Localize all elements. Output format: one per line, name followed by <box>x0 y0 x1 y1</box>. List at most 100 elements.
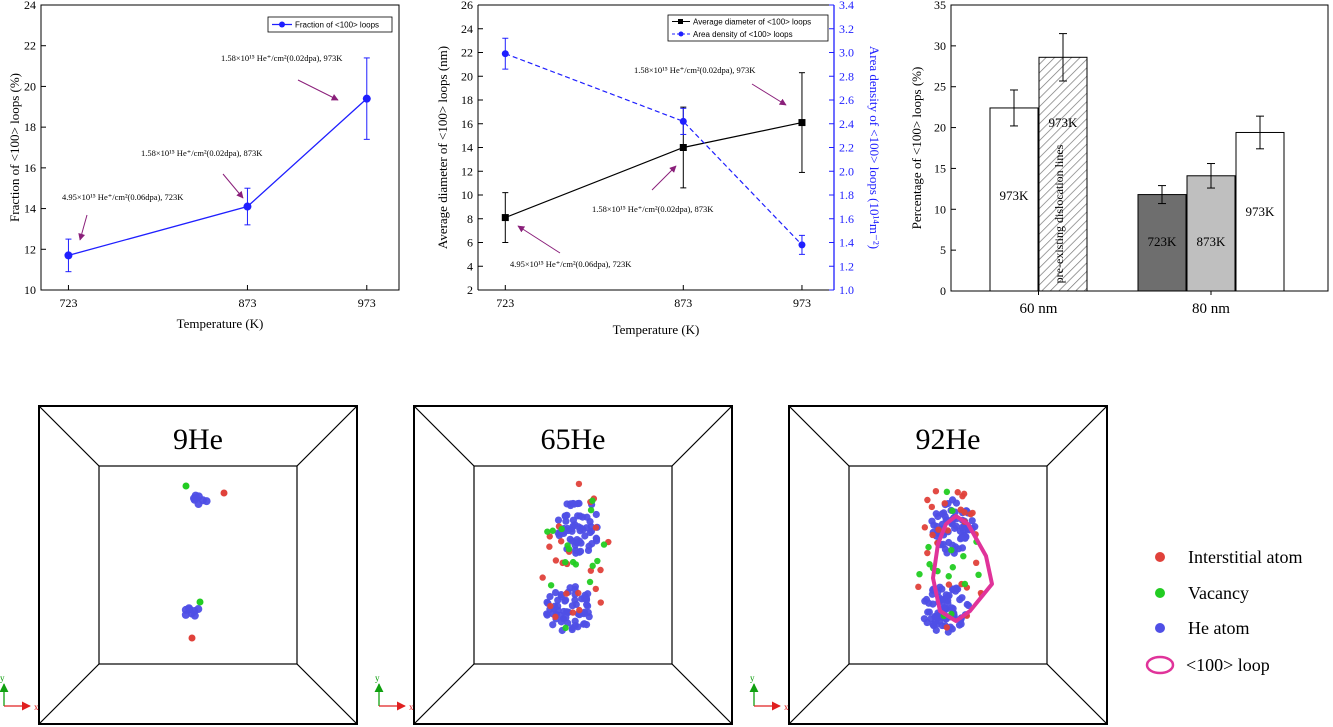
annotation: 4.95×10¹⁵ He⁺/cm²(0.06dpa), 723K <box>510 259 632 269</box>
atom <box>572 539 581 547</box>
atom <box>192 494 201 503</box>
atom <box>554 596 562 604</box>
annotation-arrow <box>78 214 88 241</box>
atom <box>589 497 596 504</box>
y-tick-label: 5 <box>940 243 946 257</box>
y-tick-label: 18 <box>24 120 36 134</box>
legend-label: Fraction of <100> loops <box>295 21 379 30</box>
sim-panel-2: 65He y x <box>374 405 733 725</box>
atom <box>600 541 608 548</box>
inner-box <box>473 465 673 665</box>
atom <box>916 570 923 578</box>
perspective-edge <box>38 663 100 725</box>
legend-marker <box>678 31 684 37</box>
y-tick-label: 14 <box>461 141 473 155</box>
atom <box>558 525 565 533</box>
interstitial-atom <box>220 489 228 497</box>
y-tick-label: 30 <box>934 39 946 53</box>
atom <box>563 500 571 508</box>
atom <box>594 557 601 565</box>
atom <box>961 509 968 516</box>
bar <box>1038 56 1088 292</box>
atom <box>954 489 961 496</box>
chart-fraction-of-loops: 10 12 14 16 18 20 22 24 723 873 973 Temperature (K)… <box>7 0 400 331</box>
atom <box>592 524 600 531</box>
y-tick-label: 4 <box>467 259 473 273</box>
y-tick-label: 20 <box>24 79 36 93</box>
atom <box>589 562 596 570</box>
panel-title: 92He <box>916 423 981 456</box>
atom <box>551 588 560 597</box>
atom <box>546 533 553 540</box>
y-axis-label: y <box>0 673 5 683</box>
legend-label: He atom <box>1188 618 1249 638</box>
loop-100-outline <box>931 514 994 623</box>
annotation-arrow <box>751 83 787 106</box>
atom <box>569 609 577 616</box>
atom <box>563 590 570 597</box>
legend-marker <box>678 19 683 24</box>
atom <box>586 528 594 537</box>
atom <box>924 496 931 504</box>
atom <box>562 558 569 566</box>
atom <box>940 509 948 517</box>
atom <box>579 526 587 534</box>
y2-tick-label: 3.2 <box>839 22 854 36</box>
y2-tick-label: 2.6 <box>839 93 854 107</box>
atom <box>568 527 576 535</box>
y-tick-label: 2 <box>467 283 473 297</box>
atom <box>958 544 967 552</box>
data-point <box>798 241 806 249</box>
annotation-arrow <box>651 165 677 191</box>
x-category-label: 80 nm <box>1192 301 1230 317</box>
atom <box>585 613 593 621</box>
atom <box>549 527 556 534</box>
y-axis-label: Average diameter of <100> loops (nm) <box>435 46 450 249</box>
x-tick-label: 873 <box>674 296 692 310</box>
atom <box>582 596 591 604</box>
atom <box>549 621 557 629</box>
x-axis-label: Temperature (K) <box>177 316 264 331</box>
annotation-arrow <box>222 173 244 199</box>
x-category-label: 60 nm <box>1020 301 1058 317</box>
atom <box>924 549 931 557</box>
atom <box>557 538 565 545</box>
atom <box>939 540 947 548</box>
atom <box>960 552 967 560</box>
y2-tick-label: 1.4 <box>839 236 854 250</box>
bar <box>1137 194 1187 292</box>
atom <box>972 559 980 567</box>
legend-box <box>667 14 829 42</box>
inner-box <box>848 465 1048 665</box>
annotation: 1.58×10¹⁵ He⁺/cm²(0.02dpa), 973K <box>634 65 756 75</box>
atom <box>921 524 929 531</box>
atom <box>587 506 595 514</box>
y-tick-label: 6 <box>467 236 473 250</box>
atom <box>968 517 976 525</box>
y-tick-label: 22 <box>24 39 36 53</box>
legend-label: Area density of <100> loops <box>693 30 793 39</box>
atom <box>592 534 600 542</box>
perspective-edge <box>296 405 358 467</box>
y-axis-label: Fraction of <100> loops (%) <box>7 73 22 222</box>
atom <box>949 507 956 514</box>
y-tick-label: 15 <box>934 161 946 175</box>
atom <box>581 532 589 540</box>
x-tick-label: 973 <box>358 296 376 310</box>
atom <box>597 566 604 574</box>
atom <box>575 589 582 597</box>
legend-label: <100> loop <box>1186 655 1270 675</box>
sim-legend: Interstitial atom Vacancy He atom <100> loo… <box>1145 547 1302 675</box>
perspective-edge <box>671 405 733 467</box>
atom <box>928 503 936 511</box>
series-line-density <box>505 53 803 246</box>
y-tick-label: 16 <box>24 161 36 175</box>
x-axis-label: x <box>409 702 414 712</box>
atom <box>957 534 966 542</box>
x-axis-label: Temperature (K) <box>613 322 700 337</box>
y-tick-label: 35 <box>934 0 946 12</box>
x-tick-label: 873 <box>238 296 256 310</box>
atom <box>587 567 595 574</box>
atom <box>949 564 957 571</box>
sim-panel-1: 9He y x <box>0 405 358 725</box>
